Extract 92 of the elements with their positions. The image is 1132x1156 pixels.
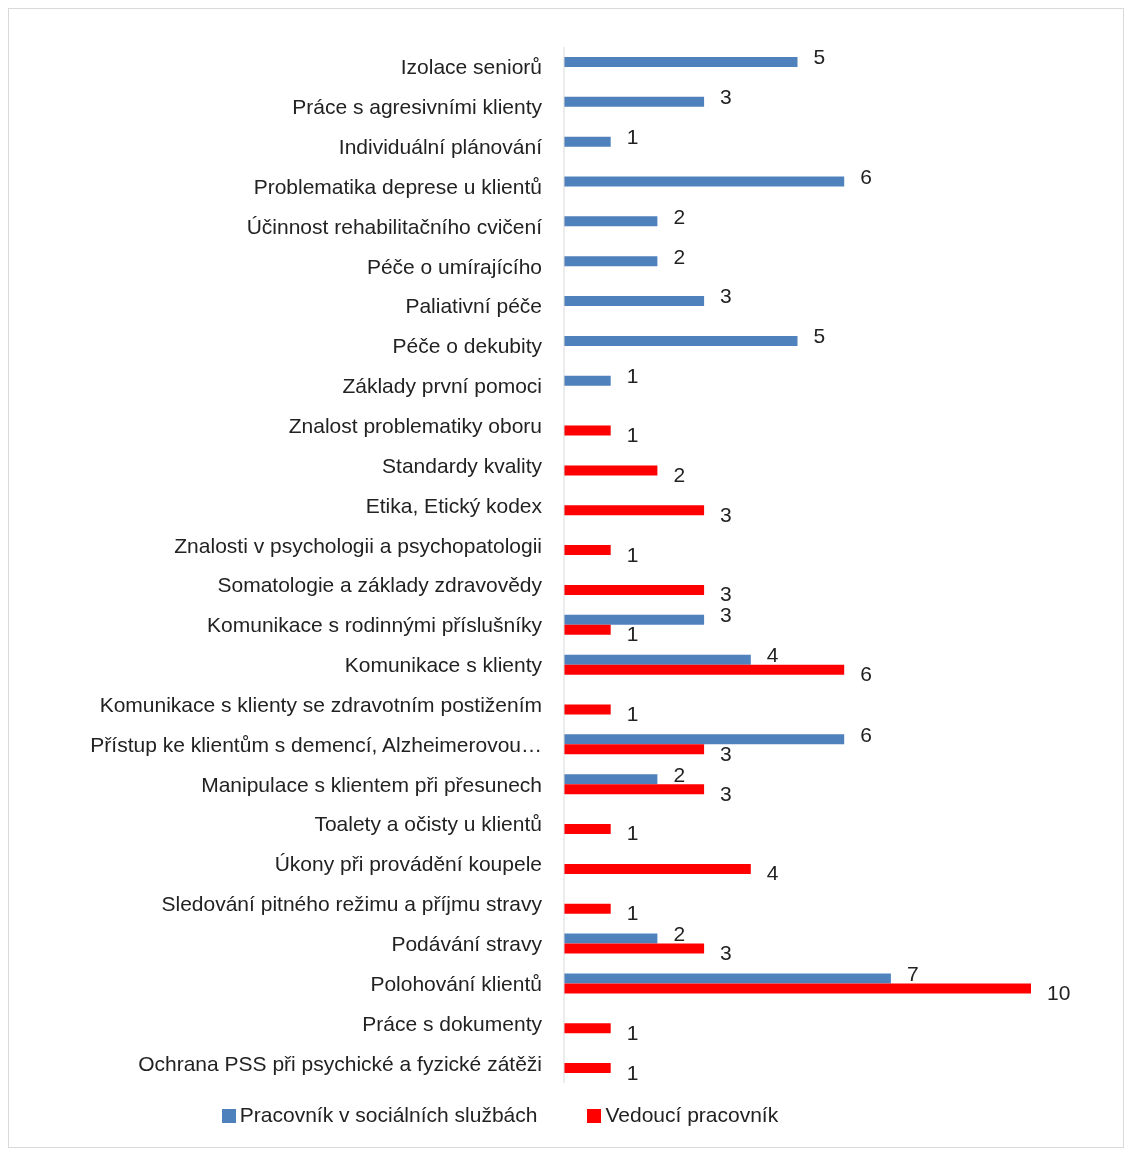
- bar: [564, 375, 611, 386]
- y-tick-label: Práce s agresivními klienty: [292, 95, 543, 119]
- data-label: 1: [626, 1060, 639, 1084]
- bar: [564, 983, 1031, 994]
- data-label: 5: [813, 324, 826, 348]
- bar: [564, 784, 705, 795]
- bar: [564, 734, 845, 745]
- bar: [564, 654, 751, 665]
- bar: [564, 1023, 611, 1034]
- data-label: 7: [906, 961, 919, 985]
- y-tick-label: Péče o dekubity: [392, 334, 543, 358]
- bar: [564, 664, 845, 675]
- y-tick-label: Komunikace s rodinnými příslušníky: [207, 613, 543, 637]
- data-label: 4: [766, 643, 779, 667]
- legend-label: Vedoucí pracovník: [605, 1103, 779, 1126]
- y-tick-label: Podávání stravy: [391, 931, 543, 955]
- y-tick-label: Toalety a očisty u klientů: [314, 812, 542, 836]
- bar: [564, 176, 845, 187]
- data-label: 2: [673, 462, 686, 486]
- bar: [564, 256, 658, 267]
- y-tick-label: Polohování klientů: [370, 971, 542, 995]
- data-label: 1: [626, 1020, 639, 1044]
- bar: [564, 136, 611, 147]
- data-label: 1: [626, 901, 639, 925]
- legend-label: Pracovník v sociálních službách: [239, 1103, 538, 1126]
- data-label: 3: [720, 741, 732, 765]
- y-tick-label: Základy první pomoci: [342, 374, 542, 398]
- data-label: 3: [720, 582, 732, 606]
- y-tick-label: Manipulace s klientem při přesunech: [201, 772, 542, 796]
- bar: [564, 614, 705, 625]
- bar: [564, 335, 798, 346]
- data-label: 1: [626, 125, 639, 149]
- bar: [564, 296, 705, 307]
- data-label: 1: [626, 364, 639, 388]
- data-label: 1: [626, 622, 639, 646]
- data-label: 1: [626, 542, 639, 566]
- y-tick-label: Paliativní péče: [405, 294, 542, 318]
- bar: [564, 933, 658, 944]
- bar: [564, 465, 658, 476]
- y-tick-label: Účinnost rehabilitačního cvičení: [246, 214, 543, 238]
- data-label: 6: [860, 662, 872, 686]
- data-label: 5: [813, 45, 826, 69]
- data-label: 3: [720, 502, 732, 526]
- data-label: 2: [673, 244, 686, 268]
- y-tick-label: Komunikace s klienty: [344, 653, 543, 677]
- y-tick-label: Problematika deprese u klientů: [253, 174, 542, 198]
- y-tick-label: Standardy kvality: [382, 453, 543, 477]
- data-label: 10: [1047, 980, 1071, 1004]
- bar: [564, 704, 611, 715]
- bar: [564, 96, 705, 107]
- bar: [564, 903, 611, 914]
- data-label: 2: [673, 762, 686, 786]
- bar: [564, 56, 798, 67]
- y-tick-label: Znalost problematiky oboru: [288, 413, 542, 437]
- bar: [564, 824, 611, 835]
- y-tick-label: Znalosti v psychologii a psychopatologii: [174, 533, 542, 557]
- bar: [564, 584, 705, 595]
- y-tick-label: Izolace seniorů: [400, 55, 542, 79]
- bar: [564, 425, 611, 436]
- y-tick-label: Etika, Etický kodex: [365, 493, 543, 517]
- y-tick-label: Práce s dokumenty: [362, 1011, 543, 1035]
- bar: [564, 505, 705, 516]
- data-label: 3: [720, 284, 732, 308]
- data-label: 2: [673, 204, 686, 228]
- y-tick-label: Somatologie a základy zdravovědy: [217, 573, 543, 597]
- data-label: 3: [720, 781, 732, 805]
- y-tick-label: Sledování pitného režimu a příjmu stravy: [161, 892, 543, 916]
- bar: [564, 774, 658, 785]
- bar: [564, 1063, 611, 1074]
- bar: [564, 973, 891, 984]
- data-label: 3: [720, 603, 732, 627]
- y-tick-label: Komunikace s klienty se zdravotním postižením: [99, 692, 542, 716]
- y-tick-label: Péče o umírajícího: [366, 254, 542, 278]
- data-label: 1: [626, 701, 639, 725]
- data-label: 2: [673, 922, 686, 946]
- bar: [564, 624, 611, 635]
- bar: [564, 863, 751, 874]
- bar: [564, 943, 705, 954]
- y-tick-label: Přístup ke klientům s demencí, Alzheimerovou…: [90, 732, 542, 756]
- data-label: 4: [766, 861, 779, 885]
- bar: [564, 216, 658, 227]
- data-label: 6: [860, 164, 872, 188]
- data-label: 3: [720, 85, 732, 109]
- y-tick-label: Úkony při provádění koupele: [274, 852, 542, 876]
- data-label: 1: [626, 821, 639, 845]
- y-tick-label: Ochrana PSS při psychické a fyzické zátěži: [138, 1051, 542, 1075]
- data-label: 1: [626, 423, 639, 447]
- data-label: 6: [860, 722, 872, 746]
- bar: [564, 744, 705, 755]
- bar: [564, 545, 611, 556]
- y-tick-label: Individuální plánování: [338, 135, 543, 159]
- data-label: 3: [720, 941, 732, 965]
